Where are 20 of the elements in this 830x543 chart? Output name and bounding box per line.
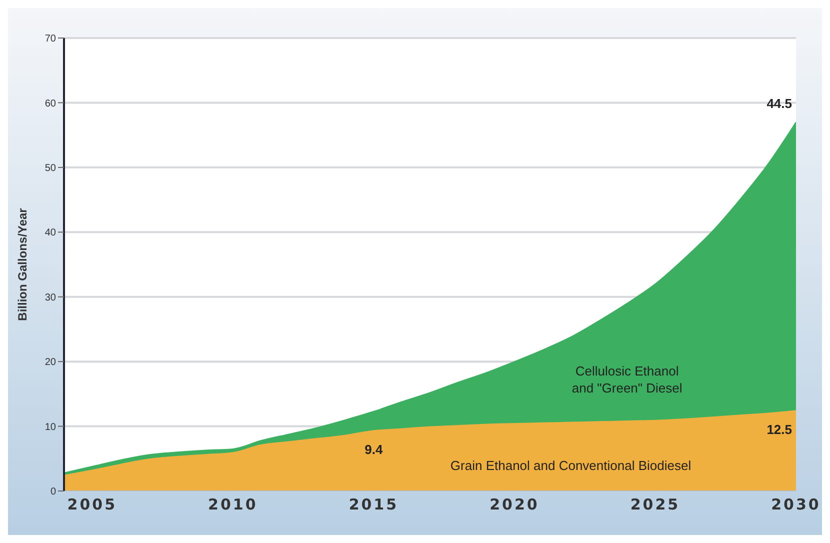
series-label: Cellulosic Ethanol and "Green" Diesel — [572, 363, 682, 396]
x-tick-label: 2015 — [348, 496, 399, 514]
data-label: 12.5 — [766, 422, 792, 438]
y-tick-label: 50 — [44, 162, 56, 174]
x-tick-label: 2010 — [208, 496, 258, 514]
y-tick-label: 20 — [44, 357, 56, 368]
series-label: Grain Ethanol and Conventional Biodiesel — [450, 458, 692, 473]
x-tick-label: 2020 — [490, 496, 540, 514]
data-label: 44.5 — [766, 96, 792, 112]
y-tick-label: 30 — [44, 292, 56, 304]
x-tick-label: 2005 — [67, 496, 118, 514]
y-tick-label: 40 — [44, 228, 56, 239]
y-tick-label: 0 — [50, 486, 56, 498]
x-tick-label: 2030 — [771, 496, 821, 514]
y-tick-label: 60 — [44, 98, 56, 110]
x-tick-label: 2025 — [630, 496, 680, 514]
y-axis-title: Billion Gallons/Year — [15, 208, 30, 321]
data-label: 9.4 — [364, 442, 384, 458]
y-tick-label: 70 — [44, 34, 56, 45]
y-tick-label: 10 — [44, 422, 56, 433]
